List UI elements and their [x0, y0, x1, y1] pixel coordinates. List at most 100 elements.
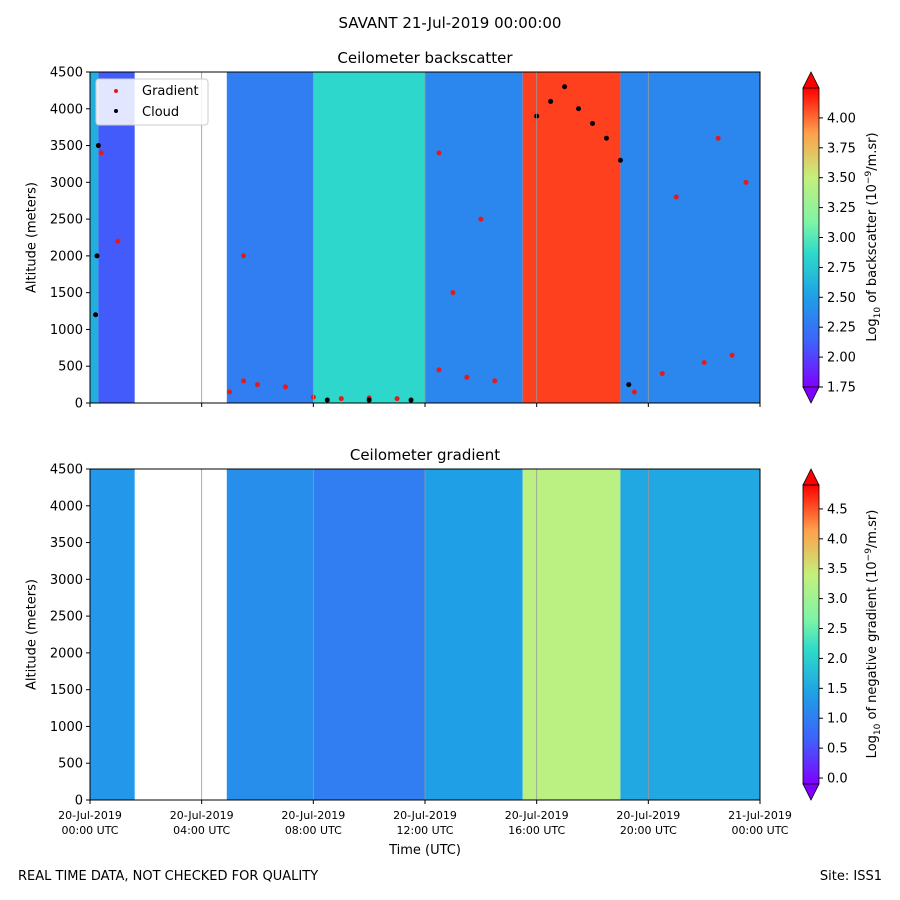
backscatter-cbar-tick-label-4: 2.75	[827, 261, 856, 276]
backscatter-cloud-point-9	[617, 157, 623, 163]
legend: Gradient Cloud	[95, 78, 209, 126]
backscatter-gradient-point-15	[241, 253, 247, 259]
gradient-xtick-time-2: 08:00 UTC	[285, 824, 342, 837]
gradient-ytick-label-1: 500	[58, 757, 83, 772]
backscatter-heatmap	[90, 72, 760, 403]
backscatter-gradient-point-0	[227, 389, 233, 395]
backscatter-ytick-label-2: 1000	[50, 323, 83, 338]
gradient-ytick-label-0: 0	[75, 794, 83, 809]
backscatter-gradient-point-5	[338, 396, 344, 402]
footer-site: Site: ISS1	[819, 869, 882, 884]
gradient-cbar-tick-label-5: 2.5	[827, 622, 848, 637]
backscatter-gradient-point-11	[631, 389, 637, 395]
backscatter-cloud-point-0	[95, 143, 101, 149]
backscatter-cloud-point-2	[93, 312, 99, 318]
backscatter-gradient-point-16	[98, 150, 104, 156]
backscatter-cloud-point-1	[94, 253, 100, 259]
backscatter-y-ticks: 0 500 1000 1500 2000 2500 3000 3500 4000 4500	[50, 66, 90, 412]
backscatter-colorbar-top-arrow	[802, 71, 820, 89]
gradient-colorbar-top-arrow	[802, 468, 820, 486]
backscatter-gradient-point-22	[450, 290, 456, 296]
gradient-colorbar: 0.0 0.5 1.0 1.5 2.0 2.5 3.0 3.5 4.0 4.5 Log10 of …	[802, 468, 883, 801]
gradient-band-0	[90, 469, 135, 800]
gradient-ytick-label-3: 1500	[50, 683, 83, 698]
backscatter-cloud-point-7	[590, 120, 595, 126]
backscatter-cbar-tick-label-6: 3.25	[827, 201, 856, 216]
gradient-y-ticks: 0 500 1000 1500 2000 2500 3000 3500 4000 4500	[50, 463, 90, 809]
backscatter-markers	[93, 84, 749, 403]
gradient-band-2	[313, 469, 425, 800]
backscatter-gradient-point-9	[464, 374, 470, 380]
gradient-heatmap	[90, 469, 760, 800]
backscatter-ytick-label-7: 3500	[50, 139, 83, 154]
backscatter-band-2	[226, 72, 314, 403]
backscatter-colorbar-bottom-arrow	[802, 386, 820, 404]
backscatter-gradient-point-17	[115, 238, 121, 244]
gradient-ytick-label-8: 4000	[50, 499, 83, 514]
gradient-ytick-label-5: 2500	[50, 610, 83, 625]
gradient-gridlines	[201, 469, 649, 800]
legend-gradient-marker	[114, 89, 118, 93]
backscatter-cbar-tick-label-7: 3.50	[827, 171, 856, 186]
backscatter-colorbar-ticks: 1.75 2.00 2.25 2.50 2.75 3.00 3.25 3.50 3.75 4.00	[819, 111, 856, 396]
figure-title: SAVANT 21-Jul-2019 00:00:00	[338, 14, 562, 32]
backscatter-gradient-point-21	[743, 179, 749, 185]
gradient-cbar-tick-label-6: 3.0	[827, 592, 848, 607]
backscatter-cloud-point-13	[408, 397, 414, 403]
backscatter-gridlines	[201, 72, 649, 403]
backscatter-ytick-label-1: 500	[58, 360, 83, 375]
backscatter-ytick-label-0: 0	[75, 397, 83, 412]
gradient-xtick-date-3: 20-Jul-2019	[393, 809, 457, 822]
gradient-xtick-time-3: 12:00 UTC	[396, 824, 453, 837]
backscatter-cloud-point-4	[548, 98, 554, 104]
gradient-xtick-time-4: 16:00 UTC	[508, 824, 565, 837]
backscatter-gradient-point-1	[241, 378, 247, 384]
backscatter-cloud-point-12	[366, 397, 372, 403]
gradient-xtick-time-1: 04:00 UTC	[173, 824, 230, 837]
gradient-xtick-time-5: 20:00 UTC	[620, 824, 677, 837]
backscatter-cbar-tick-label-1: 2.00	[827, 351, 856, 366]
x-axis-label: Time (UTC)	[389, 843, 461, 858]
backscatter-colorbar-label: Log10 of backscatter (10−9/m.sr)	[864, 132, 883, 341]
gradient-xtick-date-1: 20-Jul-2019	[170, 809, 234, 822]
gradient-cbar-tick-label-0: 0.0	[827, 772, 848, 787]
backscatter-cbar-tick-label-0: 1.75	[827, 381, 856, 396]
gradient-xtick-time-0: 00:00 UTC	[61, 824, 118, 837]
backscatter-colorbar: 1.75 2.00 2.25 2.50 2.75 3.00 3.25 3.50 3.75 4.00…	[802, 71, 883, 404]
gradient-band-4	[522, 469, 621, 800]
gradient-xtick-date-4: 20-Jul-2019	[505, 809, 569, 822]
gradient-colorbar-label: Log10 of negative gradient (10−9/m.sr)	[864, 510, 883, 759]
legend-gradient-label: Gradient	[142, 84, 199, 99]
backscatter-gradient-point-18	[436, 150, 442, 156]
backscatter-cbar-tick-label-2: 2.25	[827, 321, 856, 336]
gradient-plot: 0 500 1000 1500 2000 2500 3000 3500 4000 4500 20-…	[50, 463, 792, 838]
backscatter-cloud-point-5	[562, 84, 568, 90]
gradient-xtick-date-6: 21-Jul-2019	[728, 809, 792, 822]
gradient-colorbar-ticks: 0.0 0.5 1.0 1.5 2.0 2.5 3.0 3.5 4.0 4.5	[819, 502, 848, 787]
gradient-ytick-label-2: 1000	[50, 720, 83, 735]
backscatter-cloud-point-6	[576, 106, 582, 112]
backscatter-band-0	[90, 72, 99, 403]
gradient-cbar-tick-label-8: 4.0	[827, 532, 848, 547]
gradient-xtick-date-5: 20-Jul-2019	[616, 809, 680, 822]
backscatter-ytick-label-3: 1500	[50, 286, 83, 301]
backscatter-cloud-point-8	[603, 135, 609, 141]
backscatter-band-1	[98, 72, 135, 403]
backscatter-band-4	[425, 72, 523, 403]
backscatter-band-5	[522, 72, 621, 403]
gradient-colorbar-bar	[802, 484, 820, 785]
backscatter-gradient-point-14	[729, 352, 735, 358]
backscatter-cbar-tick-label-9: 4.00	[827, 111, 856, 126]
backscatter-cloud-point-11	[324, 397, 330, 403]
legend-box	[95, 78, 209, 126]
bottom-plot-title: Ceilometer gradient	[349, 446, 501, 464]
gradient-ytick-label-4: 2000	[50, 646, 83, 661]
backscatter-gradient-point-12	[659, 371, 665, 377]
backscatter-gradient-point-7	[394, 396, 400, 402]
backscatter-colorbar-bar	[802, 87, 820, 388]
backscatter-band-3	[313, 72, 425, 403]
backscatter-gradient-point-8	[436, 367, 442, 373]
backscatter-gradient-point-20	[715, 135, 721, 141]
backscatter-cbar-tick-label-8: 3.75	[827, 141, 856, 156]
gradient-cbar-tick-label-1: 0.5	[827, 742, 848, 757]
